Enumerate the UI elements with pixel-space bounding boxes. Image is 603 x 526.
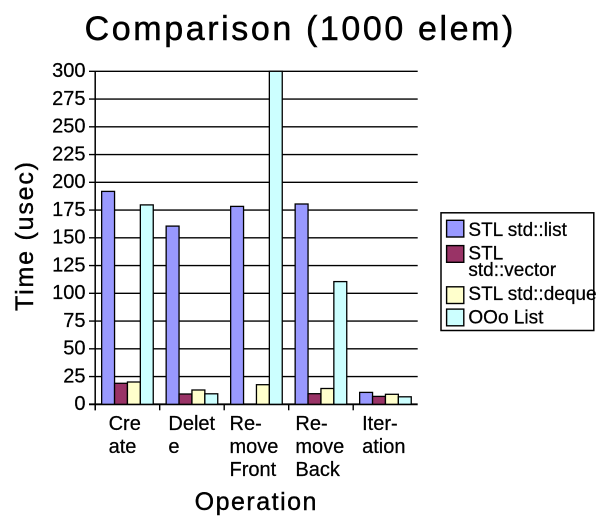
svg-text:STL std::deque: STL std::deque [468,284,596,305]
svg-text:Delet: Delet [168,413,215,435]
svg-text:Front: Front [230,459,277,481]
svg-text:225: 225 [52,143,85,165]
svg-text:move: move [295,436,344,458]
svg-text:Iter-: Iter- [362,413,398,435]
svg-text:Operation: Operation [195,488,318,516]
svg-text:ate: ate [109,436,137,458]
svg-text:ation: ation [362,436,405,458]
svg-text:OOo List: OOo List [468,308,544,329]
svg-text:25: 25 [63,365,85,387]
svg-text:50: 50 [63,338,85,360]
svg-text:Re-: Re- [295,413,327,435]
svg-text:Back: Back [295,459,340,481]
svg-text:300: 300 [52,60,85,82]
svg-text:Time (usec): Time (usec) [11,160,39,311]
svg-text:STL: STL [468,244,503,265]
svg-text:150: 150 [52,227,85,249]
svg-text:Cre: Cre [109,413,141,435]
svg-text:e: e [168,436,179,458]
svg-text:250: 250 [52,116,85,138]
svg-text:100: 100 [52,282,85,304]
svg-text:move: move [230,436,279,458]
svg-text:200: 200 [52,171,85,193]
svg-text:STL std::list: STL std::list [468,220,567,241]
svg-text:0: 0 [74,393,85,415]
svg-text:175: 175 [52,199,85,221]
svg-text:std::vector: std::vector [468,260,556,281]
svg-text:Re-: Re- [230,413,262,435]
svg-text:275: 275 [52,88,85,110]
svg-text:Comparison (1000 elem): Comparison (1000 elem) [85,10,516,48]
svg-text:125: 125 [52,254,85,276]
svg-text:75: 75 [63,310,85,332]
